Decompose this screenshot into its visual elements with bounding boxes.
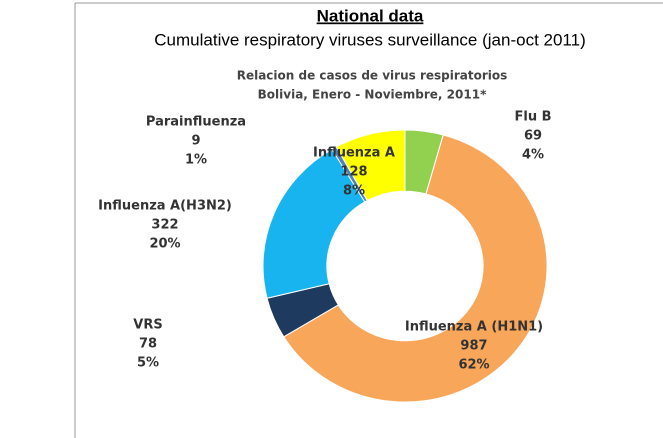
- slice-label: Flu B: [514, 110, 551, 125]
- slice-label: Influenza A (H1N1): [405, 320, 543, 335]
- slice-label: Parainfluenza: [146, 115, 246, 130]
- slice-percent: 8%: [343, 184, 365, 199]
- header-subtitle: Cumulative respiratory viruses surveilla…: [154, 30, 585, 49]
- donut-slice: [335, 129, 406, 202]
- chart-title: Relacion de casos de virus respiratorios: [237, 69, 508, 83]
- slice-value: 987: [460, 339, 487, 354]
- chart-title: Bolivia, Enero - Noviembre, 2011*: [258, 88, 487, 102]
- donut-slice: [262, 148, 366, 299]
- slice-value: 69: [524, 129, 542, 144]
- slice-label: VRS: [133, 318, 162, 333]
- slice-percent: 20%: [149, 237, 180, 252]
- donut-slice: [283, 134, 548, 403]
- slice-label: Influenza A(H3N2): [98, 199, 232, 214]
- slice-percent: 5%: [137, 356, 159, 371]
- slice-value: 78: [139, 337, 157, 352]
- slice-value: 128: [340, 165, 367, 180]
- slice-value: 322: [151, 218, 178, 233]
- slice-percent: 4%: [522, 148, 544, 163]
- slice-percent: 62%: [458, 358, 489, 373]
- slice-label: Influenza A: [313, 146, 395, 161]
- slice-value: 9: [191, 134, 200, 149]
- header-title: National data: [317, 6, 424, 25]
- slice-percent: 1%: [185, 153, 207, 168]
